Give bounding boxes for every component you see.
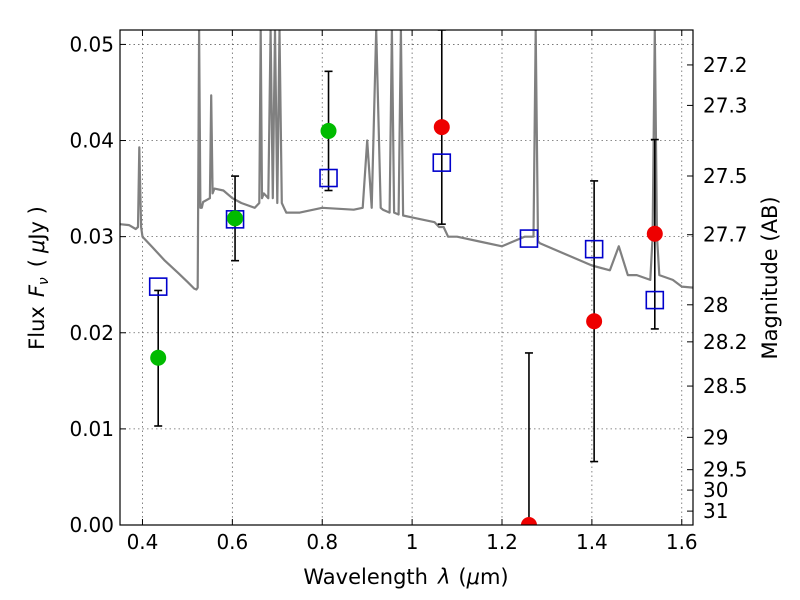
x-tick-label: 0.6	[216, 530, 248, 554]
mag-tick-label: 27.3	[703, 93, 748, 117]
model-photometry-square	[319, 168, 338, 188]
mag-tick-label: 28.5	[703, 374, 748, 398]
model-photometry-square	[645, 290, 665, 310]
x-axis-label: Wavelength λ (μm)	[303, 565, 508, 589]
hst-point	[320, 122, 337, 139]
y-tick-label: 0.02	[69, 321, 114, 345]
x-tick-label: 1.4	[576, 530, 608, 554]
points-layer	[148, 119, 665, 525]
mag-tick-label: 28.2	[703, 330, 748, 354]
hst-point	[227, 210, 244, 227]
model-photometry-square	[519, 229, 539, 248]
mag-tick-label: 28	[703, 293, 728, 317]
model-spectrum-line	[120, 30, 693, 291]
y-tick-label: 0.01	[69, 417, 114, 441]
model-photometry-square	[432, 153, 452, 172]
mag-tick-label: 29	[703, 425, 728, 449]
x-tick-label: 1.6	[666, 530, 698, 554]
x-tick-label: 1	[406, 530, 419, 554]
y-tick-label: 0.05	[69, 32, 114, 56]
ir-point	[646, 225, 663, 242]
hst-point	[150, 349, 167, 366]
x-tick-label: 0.8	[306, 530, 338, 554]
ir-point	[520, 517, 537, 525]
y-tick-label: 0.00	[69, 513, 114, 537]
y-tick-label: 0.03	[69, 225, 114, 249]
y-axis-label: FluxFν(μJy )	[25, 206, 52, 350]
grid	[120, 30, 693, 526]
x-tick-label: 1.2	[486, 530, 518, 554]
mag-tick-label: 27.2	[703, 53, 748, 77]
mag-tick-label: 30	[703, 478, 728, 502]
model-photometry-square	[584, 239, 604, 259]
x-tick-label: 0.4	[127, 530, 159, 554]
plot-frame	[119, 29, 694, 526]
mag-tick-label: 27.5	[703, 164, 748, 188]
mag-tick-label: 31	[703, 499, 728, 523]
y-tick-label: 0.04	[69, 129, 114, 153]
mag-tick-label: 27.7	[703, 223, 748, 247]
model-spectrum-layer	[120, 30, 693, 291]
ticks: 0.4 0.6 0.8 1 1.2 1.4 1.6 0.00 0.01 0.02 0.03 0.04 0…	[69, 30, 748, 554]
y2-axis-label: Magnitude (AB)	[758, 196, 782, 359]
ir-point	[586, 313, 603, 330]
model-photometry-square	[148, 277, 168, 296]
ir-point	[433, 119, 450, 136]
mag-tick-label: 29.5	[703, 458, 748, 482]
